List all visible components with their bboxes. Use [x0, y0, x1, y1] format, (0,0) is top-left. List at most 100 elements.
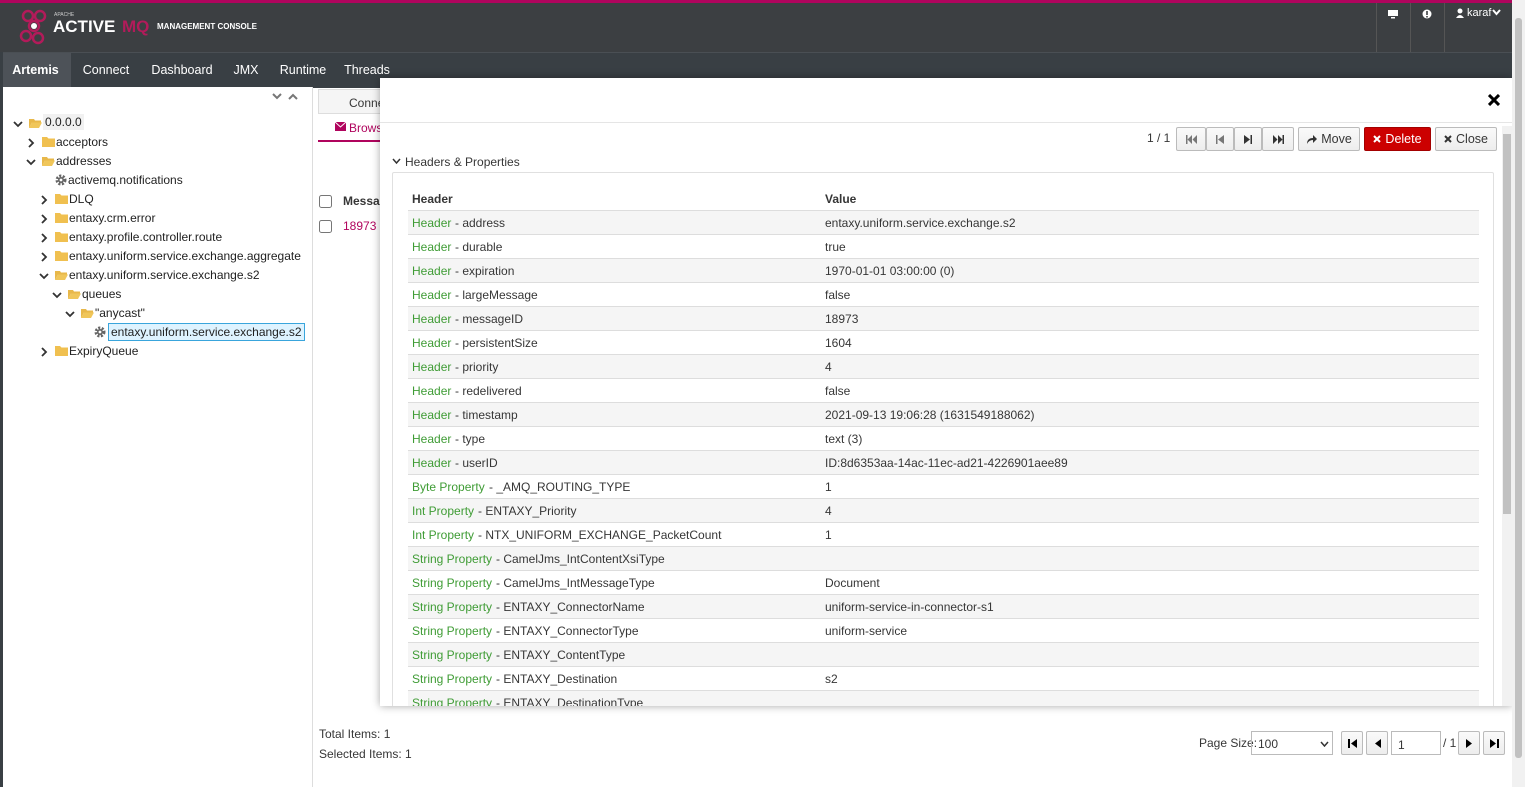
- folder-icon: [55, 250, 68, 262]
- tree-node[interactable]: entaxy.crm.error: [3, 209, 312, 228]
- property-kind: Header: [412, 432, 451, 446]
- tree-toggle[interactable]: [26, 138, 36, 148]
- tree-label[interactable]: entaxy.uniform.service.exchange.aggregat…: [69, 249, 301, 263]
- tree-label[interactable]: entaxy.profile.controller.route: [69, 230, 222, 244]
- tree-label[interactable]: activemq.notifications: [68, 173, 183, 187]
- tree-toggle[interactable]: [52, 290, 62, 300]
- tree-label[interactable]: 0.0.0.0: [43, 114, 84, 130]
- tree-node[interactable]: entaxy.uniform.service.exchange.s2: [3, 323, 312, 342]
- nav-tab-label: Threads: [337, 63, 397, 77]
- first-page-button[interactable]: [1341, 731, 1363, 755]
- tree-label[interactable]: entaxy.crm.error: [69, 211, 155, 225]
- close-button[interactable]: Close: [1435, 127, 1497, 151]
- last-page-button[interactable]: [1483, 731, 1505, 755]
- property-row: Header- priority4: [408, 354, 1479, 378]
- select-all-checkbox[interactable]: [319, 195, 332, 208]
- tree-toggle[interactable]: [39, 347, 49, 357]
- property-name: - timestamp: [455, 408, 518, 422]
- help-icon[interactable]: [1422, 9, 1432, 19]
- page-size-select[interactable]: 100: [1251, 731, 1333, 755]
- tree-label[interactable]: ExpiryQueue: [69, 344, 138, 358]
- property-name: - CamelJms_IntContentXsiType: [496, 552, 665, 566]
- property-name: - expiration: [455, 264, 514, 278]
- property-value: 1: [825, 528, 832, 542]
- gear-icon: [55, 174, 68, 186]
- section-title[interactable]: Headers & Properties: [405, 155, 520, 169]
- tree-toggle[interactable]: [39, 214, 49, 224]
- tree-node[interactable]: 0.0.0.0: [3, 114, 312, 133]
- prev-message-button[interactable]: [1206, 127, 1234, 151]
- property-kind: String Property: [412, 552, 492, 566]
- gear-icon: [94, 326, 107, 338]
- nav-tab[interactable]: Dashboard: [141, 53, 223, 87]
- tree-toggle[interactable]: [39, 271, 49, 281]
- nav-tab-label: Artemis: [0, 63, 71, 77]
- move-button[interactable]: Move: [1298, 127, 1360, 151]
- prev-page-button[interactable]: [1366, 731, 1388, 755]
- tree-label[interactable]: addresses: [56, 154, 111, 168]
- tree-label[interactable]: "anycast": [95, 306, 145, 320]
- first-icon: [1186, 135, 1197, 144]
- tree-label[interactable]: entaxy.uniform.service.exchange.s2: [108, 323, 305, 341]
- property-row: String Property- ENTAXY_Destinations2: [408, 666, 1479, 690]
- tree-node[interactable]: queues: [3, 285, 312, 304]
- nav-tab[interactable]: JMX: [223, 53, 269, 87]
- user-name[interactable]: karaf: [1467, 7, 1491, 19]
- tree-toggle[interactable]: [39, 252, 49, 262]
- section-caret[interactable]: [392, 158, 401, 165]
- nav-tab[interactable]: Connect: [71, 53, 141, 87]
- row-checkbox[interactable]: [319, 220, 332, 233]
- select-caret: [1320, 741, 1329, 747]
- times-icon: [1373, 135, 1381, 143]
- last-message-button[interactable]: [1262, 127, 1294, 151]
- property-name: - redelivered: [455, 384, 522, 398]
- tree-label[interactable]: queues: [82, 287, 121, 301]
- property-name: - type: [455, 432, 485, 446]
- property-value: 1970-01-01 03:00:00 (0): [825, 264, 954, 278]
- page-input[interactable]: 1: [1391, 731, 1441, 755]
- tree-node[interactable]: addresses: [3, 152, 312, 171]
- monitor-icon[interactable]: [1387, 9, 1399, 19]
- tree-node[interactable]: activemq.notifications: [3, 171, 312, 190]
- tree-node[interactable]: entaxy.profile.controller.route: [3, 228, 312, 247]
- property-value: true: [825, 240, 846, 254]
- property-kind: Header: [412, 216, 451, 230]
- tree-toggle[interactable]: [39, 195, 49, 205]
- tree-node[interactable]: "anycast": [3, 304, 312, 323]
- properties-panel: Header Value Header- addressentaxy.unifo…: [392, 172, 1494, 706]
- message-id-link[interactable]: 18973: [343, 219, 376, 233]
- page-count: / 1: [1443, 736, 1456, 750]
- tree-node[interactable]: DLQ: [3, 190, 312, 209]
- tree-label[interactable]: entaxy.uniform.service.exchange.s2: [69, 268, 260, 282]
- property-name: - ENTAXY_ConnectorType: [496, 624, 639, 638]
- property-row: String Property- ENTAXY_ContentType: [408, 642, 1479, 666]
- tree-toggle[interactable]: [26, 157, 36, 167]
- property-name: - CamelJms_IntMessageType: [496, 576, 655, 590]
- property-name: - persistentSize: [455, 336, 538, 350]
- user-caret[interactable]: [1492, 9, 1501, 16]
- property-value: text (3): [825, 432, 862, 446]
- tree-node[interactable]: acceptors: [3, 133, 312, 152]
- tree-node[interactable]: ExpiryQueue: [3, 342, 312, 361]
- nav-tab[interactable]: Artemis: [0, 53, 71, 87]
- envelope-icon: [335, 122, 346, 131]
- tree-node[interactable]: entaxy.uniform.service.exchange.s2: [3, 266, 312, 285]
- next-page-button[interactable]: [1458, 731, 1480, 755]
- next-message-button[interactable]: [1234, 127, 1262, 151]
- modal-scroll-thumb[interactable]: [1503, 134, 1511, 514]
- tree-toggle[interactable]: [65, 309, 75, 319]
- tree-label[interactable]: acceptors: [56, 135, 108, 149]
- tree-label[interactable]: DLQ: [69, 192, 94, 206]
- first-message-button[interactable]: [1176, 127, 1206, 151]
- property-value: 1604: [825, 336, 852, 350]
- property-name: - ENTAXY_ContentType: [496, 648, 625, 662]
- tree-node[interactable]: entaxy.uniform.service.exchange.aggregat…: [3, 247, 312, 266]
- delete-button[interactable]: Delete: [1364, 127, 1431, 151]
- tree-toggle[interactable]: [13, 119, 23, 129]
- nav-tab[interactable]: Runtime: [269, 53, 337, 87]
- modal-close[interactable]: [1488, 94, 1500, 106]
- tree-toggle[interactable]: [39, 233, 49, 243]
- nav-tab-label: JMX: [223, 63, 269, 77]
- page-scroll-thumb[interactable]: [1515, 18, 1522, 758]
